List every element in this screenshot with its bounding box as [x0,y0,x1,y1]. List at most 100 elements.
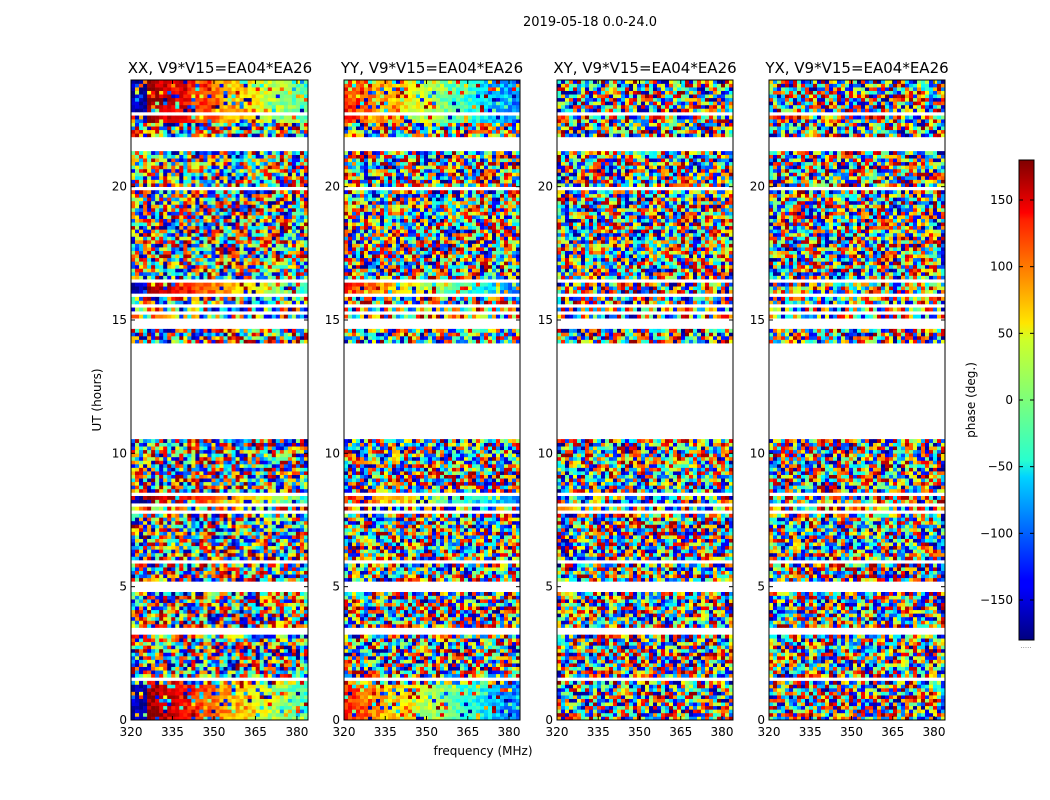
heatmap-cell [271,602,277,607]
heatmap-cell [215,680,220,685]
heatmap-cell [135,247,140,251]
heatmap-cell [243,254,248,259]
heatmap-cell [275,286,281,291]
heatmap-cell [303,449,309,454]
heatmap-cell [183,592,188,596]
heatmap-cell [223,606,228,611]
heatmap-cell [183,332,188,337]
heatmap-cell [243,709,248,714]
heatmap-cell [151,176,156,180]
heatmap-cell [187,161,192,166]
heatmap-cell [263,286,269,291]
heatmap-cell [271,698,277,703]
heatmap-cell [275,257,281,262]
heatmap-cell [263,168,269,173]
heatmap-cell [215,460,220,465]
heatmap-cell [139,339,144,344]
heatmap-cell [279,574,285,579]
heatmap-cell [303,620,309,625]
heatmap-cell [291,478,297,483]
heatmap-cell [267,499,273,504]
heatmap-cell [231,499,236,504]
heatmap-cell [271,624,277,628]
heatmap-cell [247,673,252,678]
heatmap-cell [247,513,252,518]
heatmap-cell [155,542,160,547]
heatmap-cell [179,168,184,173]
heatmap-cell [135,506,140,511]
heatmap-cell [207,222,212,227]
heatmap-cell [283,520,289,525]
heatmap-cell [227,218,232,223]
heatmap-cell [215,208,220,212]
heatmap-cell [143,709,148,714]
heatmap-cell [155,215,160,219]
heatmap-cell [295,264,301,269]
heatmap-cell [227,556,232,561]
heatmap-cell [211,183,216,187]
heatmap-cell [283,592,289,596]
heatmap-cell [187,179,192,184]
heatmap-cell [155,179,160,184]
heatmap-cell [287,307,293,312]
heatmap-cell [175,215,180,219]
heatmap-cell [187,538,192,543]
heatmap-cell [235,247,240,251]
heatmap-cell [195,549,200,554]
heatmap-cell [187,222,192,227]
heatmap-cell [235,531,240,536]
heatmap-cell [235,499,240,504]
heatmap-cell [139,172,144,177]
heatmap-cell [239,680,244,685]
heatmap-cell [259,204,265,209]
heatmap-cell [295,168,301,173]
heatmap-cell [287,481,293,486]
heatmap-cell [247,442,252,447]
heatmap-cell [295,528,301,532]
heatmap-cell [287,563,293,568]
heatmap-cell [291,542,297,547]
heatmap-cell [299,680,305,685]
heatmap-cell [271,552,277,557]
heatmap-cell [139,663,144,667]
heatmap-cell [271,453,277,458]
heatmap-cell [239,161,244,166]
heatmap-cell [167,240,172,244]
heatmap-cell [275,197,281,202]
heatmap-cell [199,577,204,582]
heatmap-cell [143,691,148,696]
heatmap-cell [271,570,277,575]
heatmap-cell [283,264,289,269]
heatmap-cell [267,300,273,305]
heatmap-cell [195,439,200,443]
heatmap-cell [219,215,224,219]
heatmap-cell [255,286,261,291]
heatmap-cell [287,176,293,180]
heatmap-cell [235,446,240,451]
heatmap-cell [275,250,281,255]
heatmap-cell [215,531,220,536]
heatmap-cell [203,225,208,230]
heatmap-cell [299,218,305,223]
heatmap-cell [175,595,180,600]
heatmap-cell [211,545,216,550]
heatmap-cell [163,282,168,287]
heatmap-cell [247,680,252,685]
heatmap-cell [295,659,301,664]
heatmap-cell [179,478,184,483]
heatmap-cell [303,471,309,475]
heatmap-cell [235,453,240,458]
heatmap-cell [131,268,136,273]
heatmap-cell [155,268,160,273]
heatmap-cell [179,232,184,237]
heatmap-cell [215,599,220,603]
heatmap-cell [131,264,136,269]
heatmap-cell [135,254,140,259]
heatmap-cell [231,211,236,216]
heatmap-cell [259,524,265,529]
heatmap-cell [267,680,273,685]
heatmap-cell [143,336,148,340]
heatmap-cell [163,250,168,255]
heatmap-cell [235,520,240,525]
heatmap-cell [295,652,301,657]
